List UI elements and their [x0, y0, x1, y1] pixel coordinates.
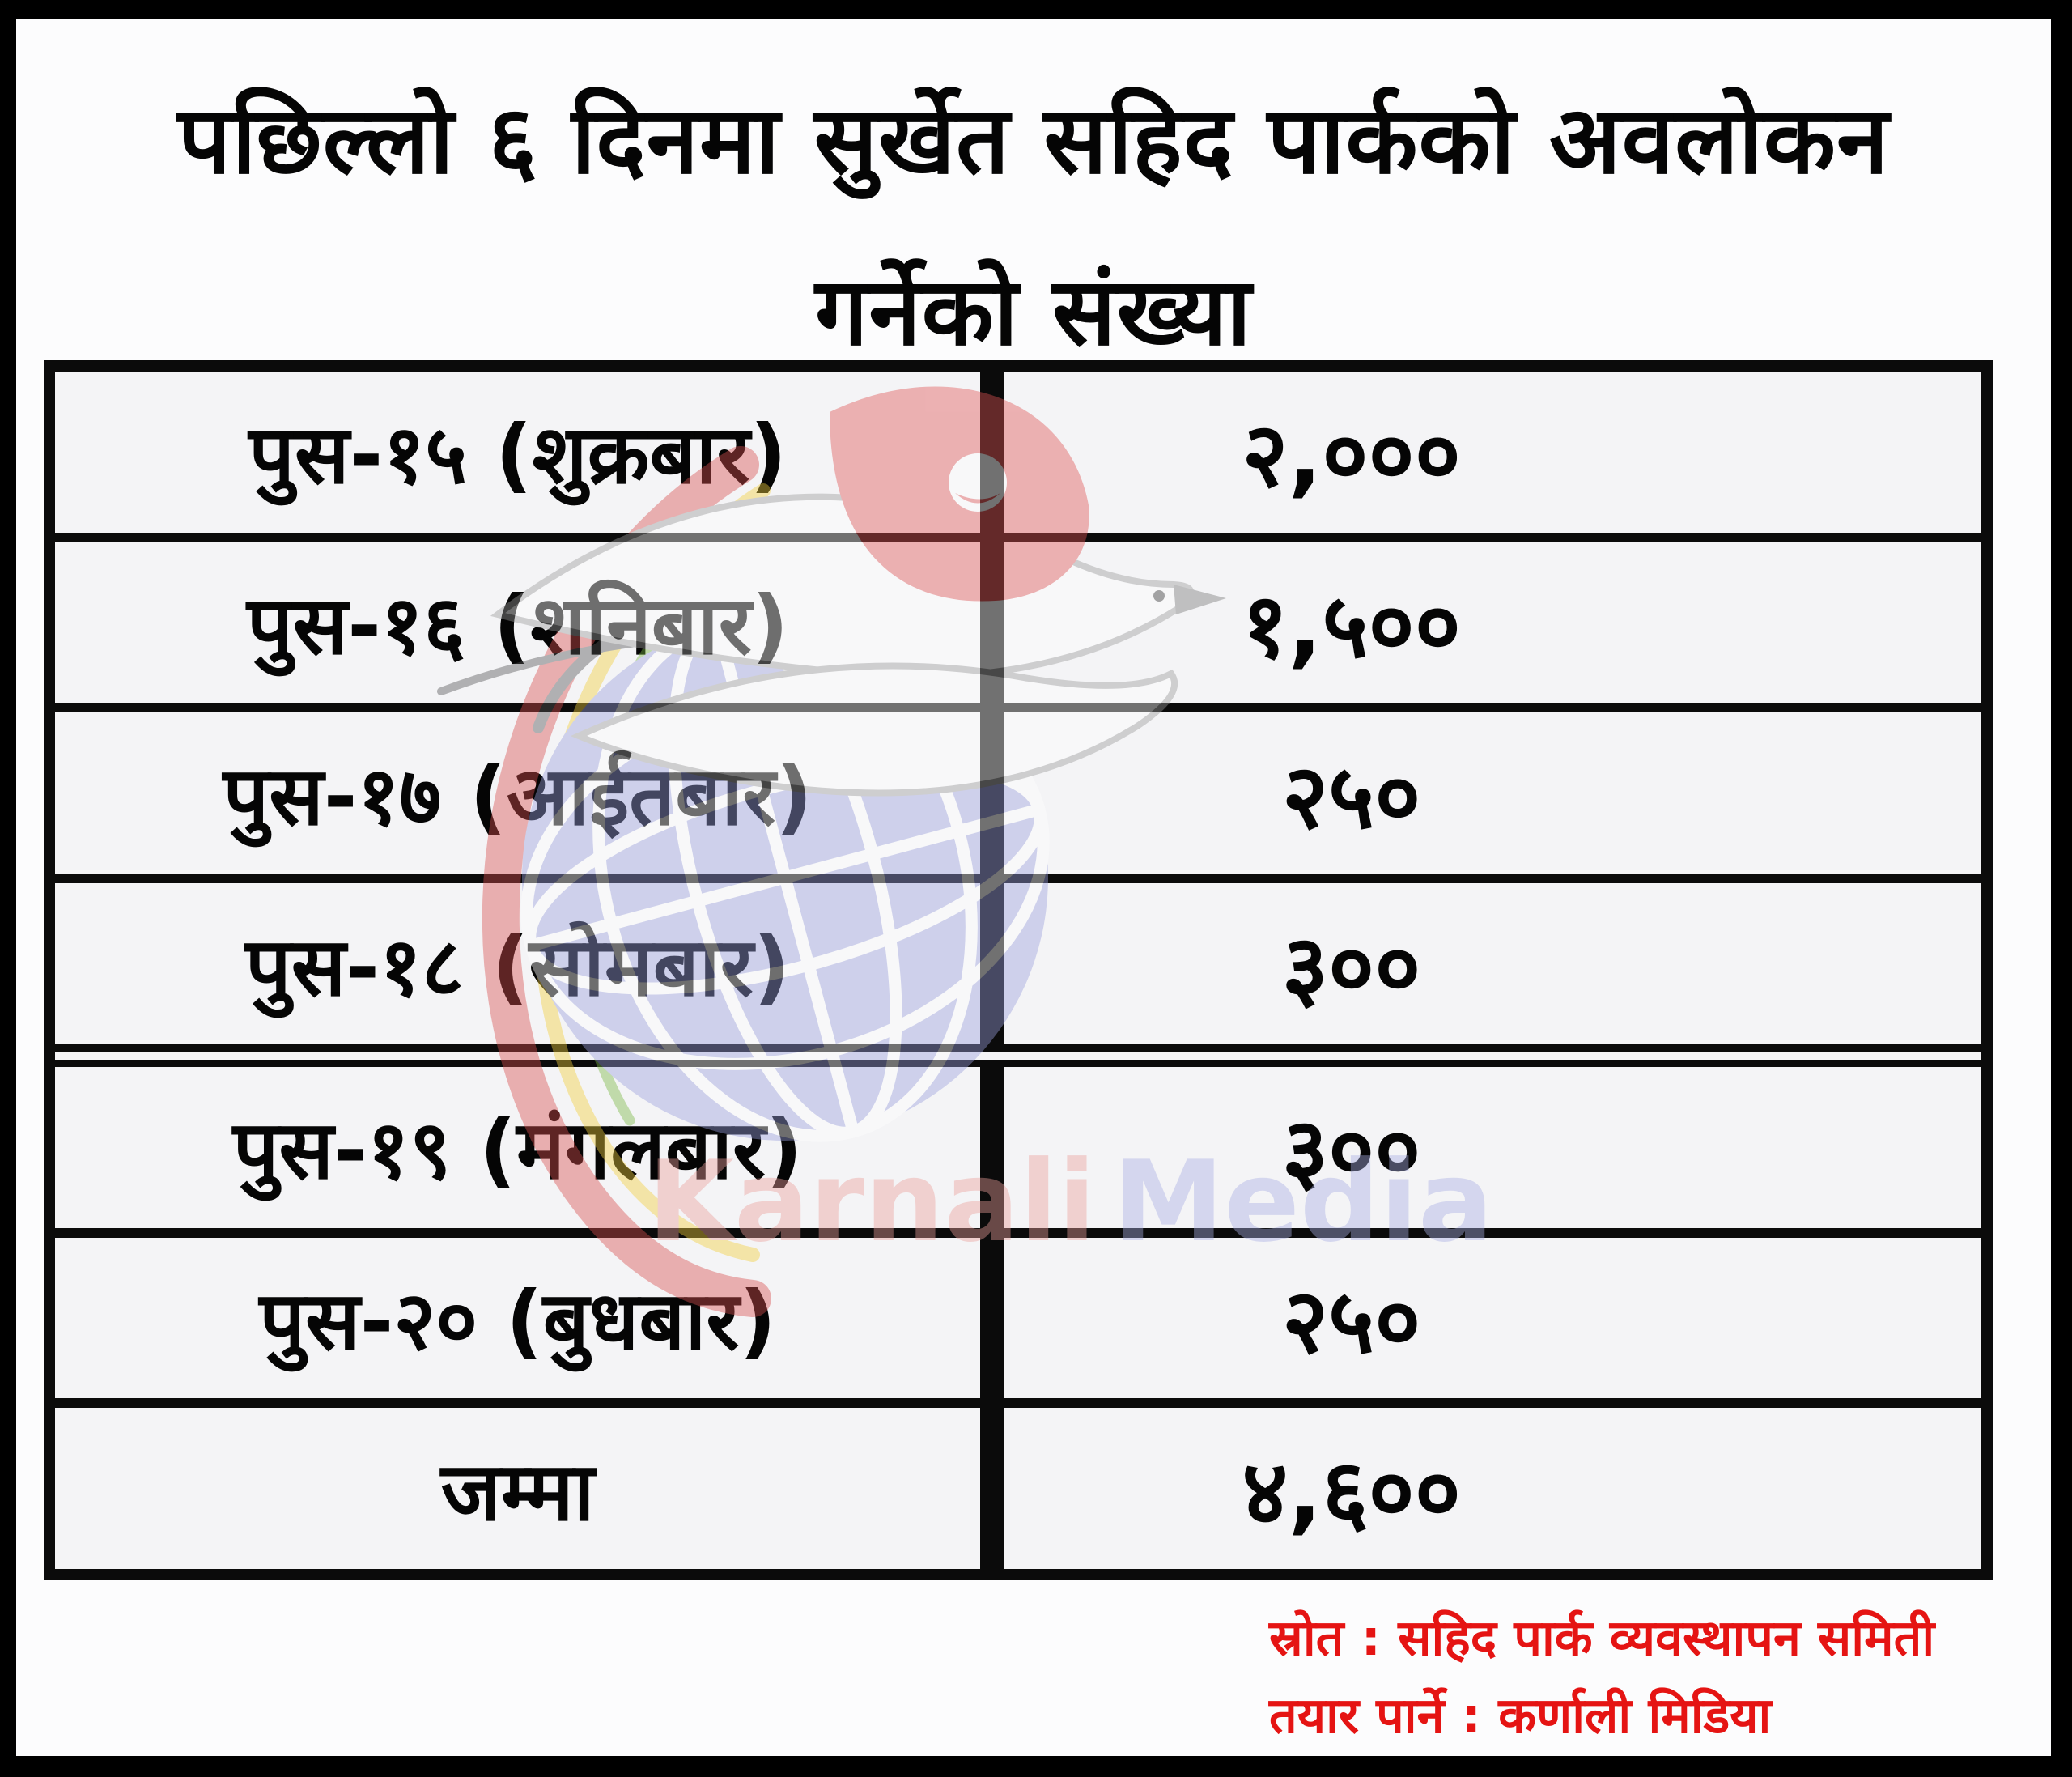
total-label: जम्मा — [440, 1443, 595, 1539]
date-cell: पुस-१५ (शुक्रबार) — [55, 372, 1005, 533]
infographic-page: पछिल्लो ६ दिनमा सुर्खेत सहिद पार्कको अवल… — [16, 19, 2051, 1756]
source-note: स्रोत : सहिद पार्क व्यवस्थापन समिती तयार… — [1269, 1600, 1934, 1755]
table-row: पुस-१९ (मंगलबार) ३०० — [55, 1066, 1981, 1238]
count-cell: ३०० — [1004, 883, 1981, 1044]
source-line: स्रोत : सहिद पार्क व्यवस्थापन समिती — [1269, 1609, 1935, 1667]
date-label: पुस-१७ (आईतबार) — [223, 748, 813, 844]
page-title: पछिल्लो ६ दिनमा सुर्खेत सहिद पार्कको अवल… — [16, 55, 2051, 398]
date-label: पुस-१५ (शुक्रबार) — [248, 407, 788, 503]
table-row: पुस-१५ (शुक्रबार) २,००० — [55, 372, 1981, 542]
date-label: पुस-१६ (शनिबार) — [246, 578, 789, 674]
date-label: पुस-१८ (सोमबार) — [245, 919, 791, 1014]
date-cell: पुस-१६ (शनिबार) — [55, 542, 1005, 704]
visitors-table: पुस-१५ (शुक्रबार) २,००० पुस-१६ (शनिबार) … — [44, 360, 1993, 1580]
title-line-2: गर्नेको संख्या — [815, 257, 1252, 367]
count-value: २५० — [1281, 744, 1421, 848]
prepared-by-line: तयार पार्ने : कर्णाली मिडिया — [1269, 1687, 1772, 1745]
count-cell: २,००० — [1004, 372, 1981, 533]
date-cell: पुस-२० (बुधबार) — [55, 1237, 1005, 1399]
date-cell: पुस-१८ (सोमबार) — [55, 883, 1005, 1044]
count-value: ३०० — [1281, 1099, 1421, 1203]
date-cell: पुस-१९ (मंगलबार) — [55, 1066, 1005, 1228]
table-row: पुस-२० (बुधबार) २५० — [55, 1237, 1981, 1409]
table-row: पुस-१७ (आईतबार) २५० — [55, 712, 1981, 884]
total-value: ४,६०० — [1242, 1439, 1461, 1544]
date-label: पुस-२० (बुधबार) — [259, 1273, 776, 1368]
date-cell: पुस-१७ (आईतबार) — [55, 712, 1005, 874]
table-row: पुस-१८ (सोमबार) ३०० — [55, 883, 1981, 1067]
count-value: १,५०० — [1242, 574, 1461, 678]
count-value: २५० — [1281, 1269, 1421, 1373]
count-cell: १,५०० — [1004, 542, 1981, 704]
count-cell: २५० — [1004, 712, 1981, 874]
table-row: पुस-१६ (शनिबार) १,५०० — [55, 542, 1981, 713]
count-value: २,००० — [1242, 403, 1461, 508]
count-value: ३०० — [1281, 915, 1421, 1019]
table-row-total: जम्मा ४,६०० — [55, 1408, 1981, 1570]
count-cell: ३०० — [1004, 1067, 1981, 1228]
count-cell: २५० — [1004, 1238, 1981, 1399]
title-line-1: पछिल्लो ६ दिनमा सुर्खेत सहिद पार्कको अवल… — [177, 86, 1890, 195]
total-label-cell: जम्मा — [55, 1408, 1005, 1570]
total-value-cell: ४,६०० — [1004, 1408, 1981, 1569]
date-label: पुस-१९ (मंगलबार) — [232, 1103, 803, 1198]
